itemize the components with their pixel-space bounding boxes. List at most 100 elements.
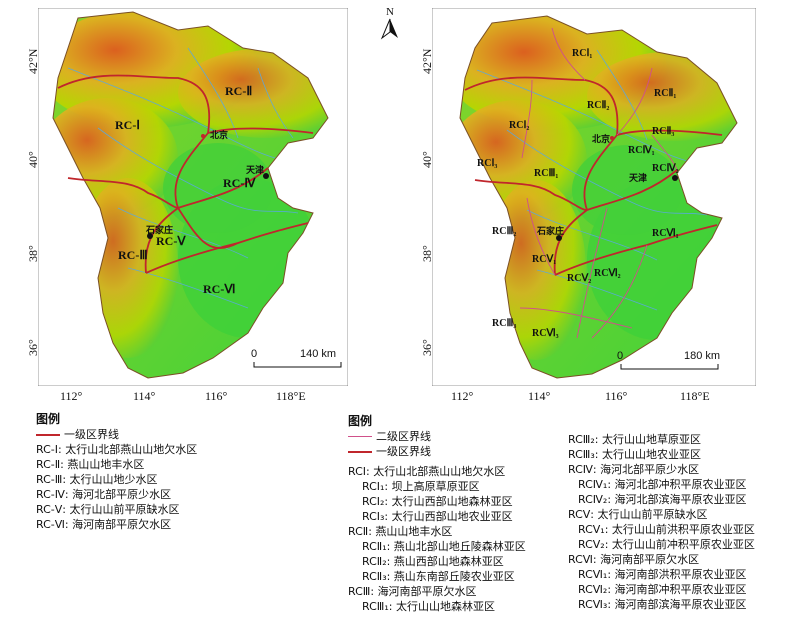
left-legend-item: RC-Ⅰ: 太行山北部燕山山地欠水区 [36, 443, 198, 456]
right-legend-item: RCⅢ₁: 太行山山地森林亚区 [362, 600, 495, 613]
right-legend-item: RCⅠ₂: 太行山西部山地森林亚区 [362, 495, 513, 508]
left-legend-title: 图例 [36, 412, 61, 426]
right-legend-item: RCⅡ₃: 燕山东南部丘陵农业亚区 [362, 570, 515, 583]
right-legend-col1: RCⅠ: 太行山北部燕山山地欠水区 RCⅠ₁: 坝上高原草原亚区 RCⅠ₂: 太… [348, 464, 568, 614]
left-region-label-4: RC-Ⅳ [223, 176, 256, 190]
right-legend-item: RCⅢ₂: 太行山山地草原亚区 [568, 433, 701, 446]
right-region-label-4: RCⅠ₂ [509, 120, 530, 131]
right-legend-secondary-line: 二级区界线 [348, 429, 788, 444]
left-lon-tick-114: 114° [133, 389, 156, 403]
right-lat-tick-42: 42°N [420, 48, 434, 74]
right-legend-item: RCⅥ: 海河南部平原欠水区 [568, 553, 700, 566]
left-city-shijiazhuang: 石家庄 [146, 226, 174, 236]
right-region-label-15: RCⅢ₃ [492, 318, 517, 329]
right-legend-item: RCⅡ₁: 燕山北部山地丘陵森林亚区 [362, 540, 526, 553]
left-lat-tick-38: 38° [26, 245, 40, 262]
right-scale-zero: 0 [617, 350, 624, 362]
left-lon-tick-112: 112° [60, 389, 83, 403]
right-legend-item: RCⅢ₃: 太行山山地农业亚区 [568, 448, 701, 461]
left-legend-item: RC-Ⅵ: 海河南部平原欠水区 [36, 518, 172, 531]
right-legend-item: RCⅤ: 太行山山前平原缺水区 [568, 508, 708, 521]
right-legend-item: RCⅠ₁: 坝上高原草原亚区 [362, 480, 480, 493]
north-arrow: N [379, 6, 401, 42]
right-region-label-13: RCⅤ₂ [567, 273, 592, 284]
left-legend-item: RC-Ⅲ: 太行山山地少水区 [36, 473, 158, 486]
left-lon-tick-118: 118°E [276, 389, 306, 403]
left-legend-item: RC-Ⅱ: 燕山山地丰水区 [36, 458, 145, 471]
left-lat-tick-36: 36° [26, 339, 40, 356]
right-legend: 图例 二级区界线 一级区界线 RCⅠ: 太行山北部燕山山地欠水区 RCⅠ₁: 坝… [348, 412, 788, 618]
left-region-label-1: RC-Ⅰ [115, 118, 140, 132]
left-map-svg [37, 7, 349, 387]
right-legend-item: RCⅠ: 太行山北部燕山山地欠水区 [348, 465, 506, 478]
right-region-label-10: RCⅢ₂ [492, 226, 517, 237]
left-city-beijing: 北京 [210, 131, 229, 141]
primary-boundary-swatch [348, 450, 372, 453]
right-legend-title: 图例 [348, 414, 373, 428]
right-region-label-11: RCⅥ₁ [652, 228, 679, 239]
right-legend-item: RCⅠ₃: 太行山西部山地农业亚区 [362, 510, 513, 523]
right-legend-item: RCⅣ₂: 海河北部滨海平原农业亚区 [578, 493, 747, 506]
left-legend: 图例 一级区界线 RC-Ⅰ: 太行山北部燕山山地欠水区 RC-Ⅱ: 燕山山地丰水… [36, 410, 336, 532]
right-region-label-14: RCⅥ₂ [594, 268, 621, 279]
left-lat-tick-42: 42°N [26, 48, 40, 74]
right-region-label-6: RCⅠ₃ [477, 158, 498, 169]
right-legend-item: RCⅣ: 海河北部平原少水区 [568, 463, 700, 476]
right-city-shijiazhuang: 石家庄 [537, 227, 565, 237]
left-lon-tick-116: 116° [205, 389, 228, 403]
right-legend-item: RCⅢ: 海河南部平原欠水区 [348, 585, 477, 598]
right-region-label-7: RCⅣ₁ [628, 145, 655, 156]
right-legend-secondary-line-label: 二级区界线 [376, 430, 431, 443]
right-region-label-1: RCⅠ₁ [572, 48, 593, 59]
left-scale-bar [253, 362, 342, 368]
right-lat-tick-40: 40° [420, 151, 434, 168]
right-lon-tick-114: 114° [528, 389, 551, 403]
left-lat-tick-40: 40° [26, 151, 40, 168]
right-region-label-3: RCⅡ₁ [654, 88, 677, 99]
left-city-tianjin: 天津 [246, 166, 265, 176]
right-lat-tick-38: 38° [420, 245, 434, 262]
right-legend-primary-line-label: 一级区界线 [376, 445, 431, 458]
right-legend-item: RCⅤ₁: 太行山山前洪积平原农业亚区 [578, 523, 755, 536]
left-legend-primary-line: 一级区界线 [36, 427, 336, 442]
right-lon-tick-112: 112° [451, 389, 474, 403]
right-region-label-12: RCⅤ₁ [532, 254, 557, 265]
right-legend-item: RCⅥ₂: 海河南部冲积平原农业亚区 [578, 583, 747, 596]
left-region-label-5: RC-Ⅴ [156, 234, 186, 248]
right-legend-item: RCⅤ₂: 太行山山前冲积平原农业亚区 [578, 538, 755, 551]
north-arrow-icon [380, 18, 398, 40]
right-lon-tick-118: 118°E [680, 389, 710, 403]
secondary-boundary-swatch [348, 436, 372, 437]
right-legend-item: RCⅡ₂: 燕山西部山地森林亚区 [362, 555, 504, 568]
right-region-label-5: RCⅡ₃ [652, 126, 675, 137]
right-region-label-2: RCⅡ₂ [587, 100, 610, 111]
right-map-svg [431, 7, 757, 387]
right-legend-item: RCⅥ₃: 海河南部滨海平原农业亚区 [578, 598, 747, 611]
left-scale-distance: 140 km [300, 348, 337, 360]
left-legend-primary-line-label: 一级区界线 [64, 428, 119, 441]
left-map-panel: RC-Ⅰ RC-Ⅱ RC-Ⅲ RC-Ⅳ RC-Ⅴ RC-Ⅵ 北京 天津 石家庄 … [37, 7, 349, 387]
left-region-label-2: RC-Ⅱ [225, 84, 253, 98]
right-scale-bar [620, 364, 719, 370]
right-lat-tick-36: 36° [420, 339, 434, 356]
right-legend-item: RCⅡ: 燕山山地丰水区 [348, 525, 453, 538]
right-city-tianjin: 天津 [629, 174, 648, 184]
left-legend-item: RC-Ⅳ: 海河北部平原少水区 [36, 488, 172, 501]
left-region-label-6: RC-Ⅵ [203, 282, 236, 296]
left-scale-zero: 0 [251, 348, 258, 360]
right-scale-distance: 180 km [684, 350, 721, 362]
right-legend-col2: RCⅢ₂: 太行山山地草原亚区 RCⅢ₃: 太行山山地农业亚区 RCⅣ: 海河北… [568, 432, 788, 612]
left-legend-item: RC-Ⅴ: 太行山山前平原缺水区 [36, 503, 180, 516]
right-lon-tick-116: 116° [605, 389, 628, 403]
right-city-beijing: 北京 [592, 135, 611, 145]
left-region-label-3: RC-Ⅲ [118, 248, 148, 262]
primary-boundary-swatch [36, 433, 60, 436]
right-region-label-16: RCⅥ₃ [532, 328, 559, 339]
right-legend-item: RCⅣ₁: 海河北部冲积平原农业亚区 [578, 478, 747, 491]
right-region-label-9: RCⅣ₂ [652, 163, 679, 174]
right-map-panel: RCⅠ₁ RCⅡ₂ RCⅡ₁ RCⅠ₂ RCⅡ₃ RCⅠ₃ RCⅣ₁ RCⅢ₁ … [431, 7, 757, 387]
right-region-label-8: RCⅢ₁ [534, 168, 559, 179]
right-legend-primary-line: 一级区界线 [348, 444, 788, 459]
right-legend-item: RCⅥ₁: 海河南部洪积平原农业亚区 [578, 568, 747, 581]
north-arrow-label: N [386, 6, 394, 18]
